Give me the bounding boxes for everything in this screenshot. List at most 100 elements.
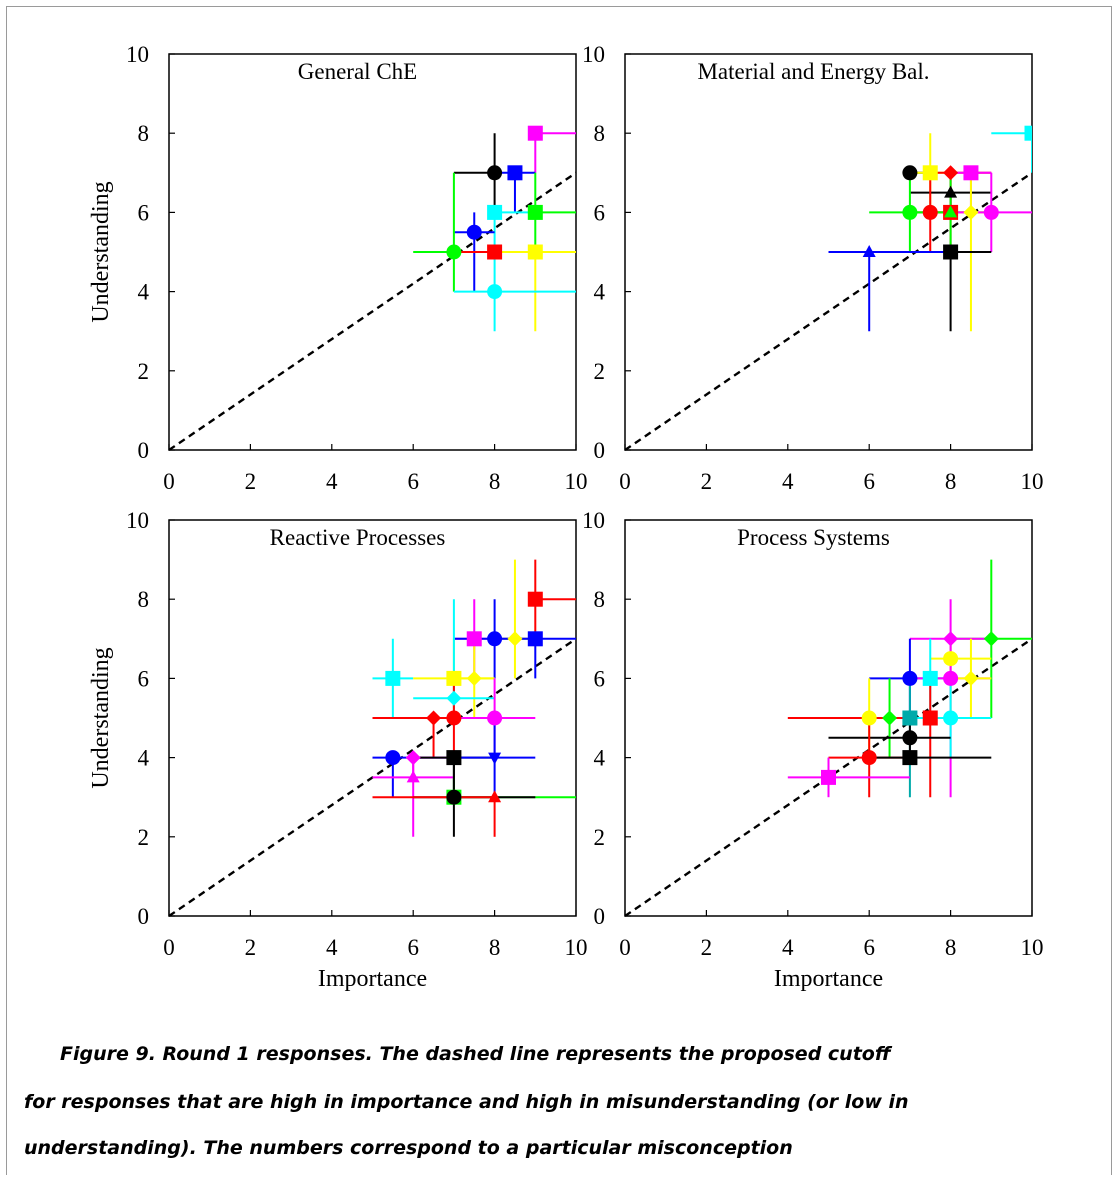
chart-panel-4: 0 2 4 6 8 10 0 2 4 6 8 10 Process Systems Importance (582, 508, 1044, 992)
x-tick-label: 0 (619, 935, 631, 960)
x-tick-label: 8 (489, 469, 501, 494)
data-point-circle (446, 710, 462, 726)
y-axis-label: Understanding (88, 647, 114, 788)
data-point-diamond (963, 204, 979, 220)
chart-title: Reactive Processes (270, 525, 446, 550)
chart-panel-1: 0 2 4 6 8 10 0 2 4 6 8 10 General ChE Understanding (88, 42, 588, 494)
y-tick-label: 8 (138, 121, 150, 146)
figure-frame (6, 6, 1112, 1175)
y-tick-label: 0 (594, 438, 606, 463)
y-tick-label: 6 (594, 200, 606, 225)
data-point-triangle (862, 245, 876, 257)
data-point-square (922, 670, 938, 686)
data-point-diamond (466, 670, 482, 686)
chart-title: Process Systems (737, 525, 890, 550)
data-point-square (527, 591, 543, 607)
data-point-square (922, 710, 938, 726)
x-tick-label: 8 (489, 935, 501, 960)
data-points (413, 125, 576, 332)
plot-area-frame (624, 53, 1033, 451)
y-tick-label: 0 (138, 438, 150, 463)
data-point-circle (902, 204, 918, 220)
x-tick-label: 10 (565, 935, 588, 960)
y-tick-label: 10 (582, 42, 605, 67)
y-tick-label: 2 (138, 359, 150, 384)
data-point-square (487, 244, 503, 260)
x-tick-label: 6 (407, 935, 419, 960)
y-tick-label: 6 (594, 666, 606, 691)
data-point-square (385, 670, 401, 686)
x-tick-label: 8 (945, 469, 957, 494)
data-points (372, 559, 576, 837)
chart-title: General ChE (298, 59, 417, 84)
data-point-diamond (405, 750, 421, 766)
y-axis-label: Understanding (88, 181, 114, 322)
y-tick-label: 0 (594, 904, 606, 929)
data-point-circle (466, 224, 482, 240)
cutoff-reference-line (168, 171, 577, 451)
y-tick-label: 4 (138, 746, 150, 771)
data-point-diamond (426, 710, 442, 726)
y-tick-label: 6 (138, 200, 150, 225)
chart-panel-2: 0 2 4 6 8 10 0 2 4 6 8 10 Material and Energy Bal. (582, 42, 1044, 494)
data-point-square (943, 244, 959, 260)
y-tick-label: 6 (138, 666, 150, 691)
data-point-square (527, 204, 543, 220)
data-point-circle (487, 710, 503, 726)
data-point-circle (922, 204, 938, 220)
x-tick-label: 4 (782, 935, 794, 960)
x-tick-label: 4 (326, 935, 338, 960)
data-point-circle (902, 730, 918, 746)
plot-area-frame (624, 519, 1033, 917)
data-point-square (446, 750, 462, 766)
data-point-circle (902, 670, 918, 686)
x-tick-label: 10 (565, 469, 588, 494)
data-point-diamond (943, 165, 959, 181)
x-tick-label: 10 (1021, 935, 1044, 960)
y-tick-label: 0 (138, 904, 150, 929)
data-point-circle (943, 670, 959, 686)
y-tick-label: 4 (594, 280, 606, 305)
data-point-circle (385, 750, 401, 766)
data-point-square (922, 165, 938, 181)
x-tick-label: 0 (163, 935, 175, 960)
y-tick-label: 8 (138, 587, 150, 612)
plot-area-frame (168, 519, 577, 917)
y-tick-label: 10 (582, 508, 605, 533)
data-point-triangle (488, 790, 502, 803)
data-point-circle (983, 204, 999, 220)
data-point-circle (446, 789, 462, 805)
x-tick-label: 6 (863, 935, 875, 960)
y-tick-label: 8 (594, 121, 606, 146)
x-tick-label: 8 (945, 935, 957, 960)
data-point-square (487, 204, 503, 220)
y-tick-label: 10 (126, 42, 149, 67)
data-point-triangle (944, 205, 958, 218)
y-tick-label: 2 (594, 359, 606, 384)
data-points (828, 125, 1032, 332)
data-points (787, 559, 1032, 798)
data-point-square (527, 631, 543, 647)
x-tick-label: 2 (701, 935, 713, 960)
x-tick-label: 4 (782, 469, 794, 494)
data-point-diamond (507, 631, 523, 647)
caption-line-2: for responses that are high in importanc… (24, 1091, 909, 1113)
x-tick-label: 4 (326, 469, 338, 494)
x-tick-label: 6 (863, 469, 875, 494)
data-point-circle (446, 244, 462, 260)
x-tick-label: 2 (245, 935, 257, 960)
data-point-circle (943, 710, 959, 726)
data-point-circle (861, 750, 877, 766)
data-point-square (507, 165, 523, 181)
caption-line-3: understanding). The numbers correspond t… (24, 1137, 793, 1159)
caption-line-1: Figure 9. Round 1 responses. The dashed … (60, 1043, 891, 1065)
y-tick-label: 4 (138, 280, 150, 305)
x-tick-label: 0 (163, 469, 175, 494)
x-tick-label: 10 (1021, 469, 1044, 494)
data-point-circle (487, 631, 503, 647)
data-point-square (527, 244, 543, 260)
cutoff-reference-line (624, 171, 1033, 451)
data-point-diamond (963, 670, 979, 686)
data-point-square (821, 769, 836, 785)
